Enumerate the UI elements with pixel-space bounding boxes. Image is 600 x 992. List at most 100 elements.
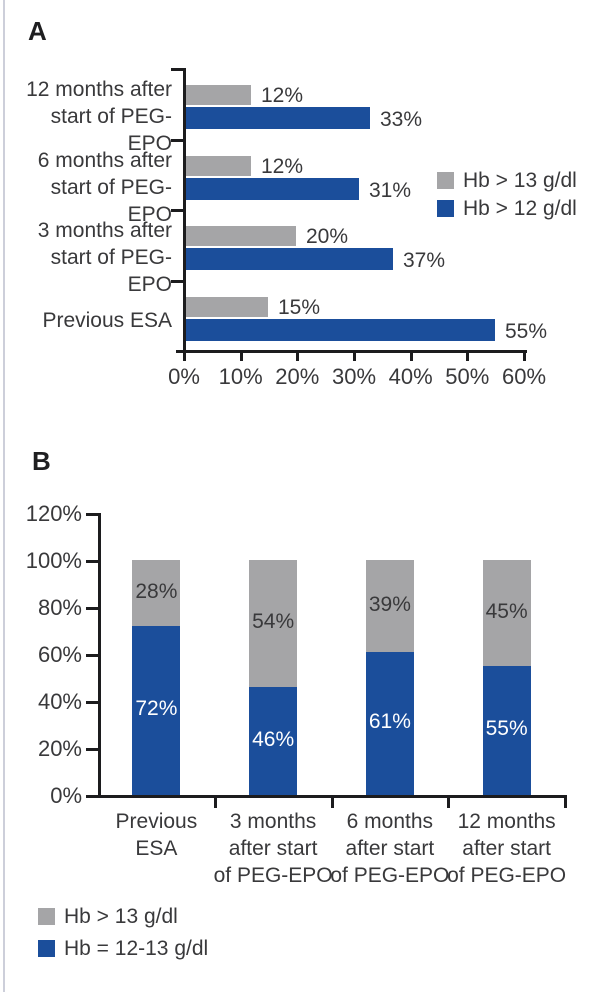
chart-a-category-line: start of PEG-EPO [50,246,172,297]
chart-a-bar-value: 37% [403,249,446,272]
chart-a-x-tick [466,350,470,361]
chart-b-category-line: 3 months [229,810,317,833]
chart-a-group-tick [171,209,183,212]
chart-a-x-tick [183,350,186,361]
chart-a: 0% 10% 20% 30% 40% 50% 60% 12% 33% 12 months afte… [0,0,600,430]
chart-a-x-tick-label: 0% [168,364,200,389]
chart-b-segment-value: 72% [135,697,178,721]
chart-b-segment-hb13 [132,560,181,626]
chart-b-category-line: after start [345,837,435,860]
chart-b-category-label: 6 months after start of PEG-EPO [328,808,452,889]
chart-b-x-tick [447,795,451,808]
chart-b-segment-hb1213 [365,651,414,795]
chart-b-legend-swatch-blue [38,940,55,957]
chart-a-x-tick [353,350,356,361]
chart-b-category-label: 12 months after start of PEG-EPO [445,808,569,889]
chart-b-segment-value: 54% [252,610,295,634]
chart-a-category-line: Previous ESA [42,309,172,333]
chart-a-x-axis [176,350,527,353]
chart-b-segment-hb13 [482,560,531,666]
chart-b-y-tick-label: 20% [37,736,82,761]
panel-a-label: A [28,16,47,46]
chart-a-category-line: 6 months after [37,148,172,172]
chart-a-bar-hb13 [186,296,268,317]
chart-b-legend-swatch-gray [38,908,55,925]
chart-b-y-tick-label: 60% [37,642,82,667]
chart-a-bar-value: 31% [369,178,412,202]
chart-a-x-tick-label: 60% [501,364,547,389]
page-edge-line [3,0,5,992]
chart-a-bar-value: 15% [278,295,321,319]
chart-b-segment-hb1213 [132,625,181,795]
chart-b-segment-value: 55% [485,717,528,741]
chart-a-bar-hb12 [186,318,495,341]
chart-b-y-tick-label: 100% [25,548,82,573]
chart-b-category-line: of PEG-EPO [330,864,450,887]
chart-a-legend-label: Hb > 13 g/dl [463,169,577,192]
chart-b-y-tick [86,795,98,798]
chart-b-segment-hb1213 [482,665,531,795]
chart-a-y-axis [183,68,186,358]
chart-b-segment-value: 45% [485,599,528,623]
chart-b-legend-label: Hb > 13 g/dl [64,905,178,928]
chart-a-legend-swatch-gray [437,172,454,189]
panel-b-label: B [32,446,51,476]
chart-a-bar-value: 55% [505,319,548,343]
chart-a-group-tick [171,279,183,283]
chart-a-x-tick-label: 40% [388,364,433,389]
chart-a-category-label: Previous ESA [8,307,172,334]
chart-b: 0% 20% 40% 60% 80% 100% 120% 72% 28% Previous ESA… [0,430,600,992]
chart-a-legend-label: Hb > 12 g/dl [463,197,577,220]
chart-a-category-label: 3 months after start of PEG-EPO [8,217,172,298]
chart-b-category-line: after start [462,837,551,860]
chart-b-segment-value: 39% [368,592,411,616]
chart-b-y-tick [86,748,98,751]
chart-a-category-line: start of PEG-EPO [50,105,172,156]
chart-b-category-label: 3 months after start of PEG-EPO [211,808,335,889]
chart-b-segment-hb1213 [249,686,298,795]
chart-a-legend-swatch-blue [437,200,454,217]
chart-b-y-tick [86,607,98,610]
chart-a-group-tick [171,68,183,71]
chart-b-segment-hb13 [249,560,298,687]
chart-b-category-line: 12 months [457,810,556,833]
chart-b-y-tick [86,560,98,563]
chart-b-y-tick [86,654,98,657]
chart-a-x-tick [409,350,413,361]
chart-b-y-tick [86,701,98,704]
chart-a-category-line: start of PEG-EPO [50,175,172,226]
chart-b-category-line: after start [228,837,318,860]
chart-b-category-label: Previous ESA [94,808,218,862]
chart-b-category-line: Previous ESA [115,810,198,860]
chart-a-bar-value: 12% [261,154,304,178]
chart-a-bar-value: 20% [306,225,349,248]
chart-a-bar-hb13 [186,226,296,246]
chart-b-y-tick [86,513,98,516]
chart-b-x-tick [564,795,567,808]
chart-a-bar-value: 12% [261,84,304,107]
chart-a-bar-hb13 [186,155,251,176]
chart-a-category-label: 6 months after start of PEG-EPO [8,147,172,228]
chart-b-category-line: of PEG-EPO [447,864,567,887]
chart-b-segment-value: 28% [135,579,178,603]
chart-a-category-label: 12 months after start of PEG-EPO [8,76,172,157]
chart-a-x-tick-label: 20% [275,364,320,389]
chart-a-x-tick-label: 30% [331,364,377,389]
chart-a-category-line: 12 months after [26,78,172,102]
chart-b-y-tick-label: 80% [37,595,82,620]
chart-b-legend-label: Hb = 12-13 g/dl [64,937,209,960]
chart-a-bar-hb12 [186,248,393,270]
chart-a-x-tick [239,350,243,361]
chart-b-y-tick-label: 120% [25,501,82,526]
chart-b-segment-hb13 [365,560,414,652]
chart-b-y-tick-label: 40% [37,689,82,714]
chart-b-x-tick [213,795,217,808]
chart-b-category-line: 6 months [346,810,434,833]
chart-a-x-tick-label: 50% [445,364,490,389]
chart-b-x-tick [330,795,334,808]
chart-b-segment-value: 61% [368,710,411,734]
chart-a-bar-value: 33% [380,108,423,131]
chart-a-bar-hb12 [186,177,359,200]
chart-a-bar-hb13 [186,85,251,105]
